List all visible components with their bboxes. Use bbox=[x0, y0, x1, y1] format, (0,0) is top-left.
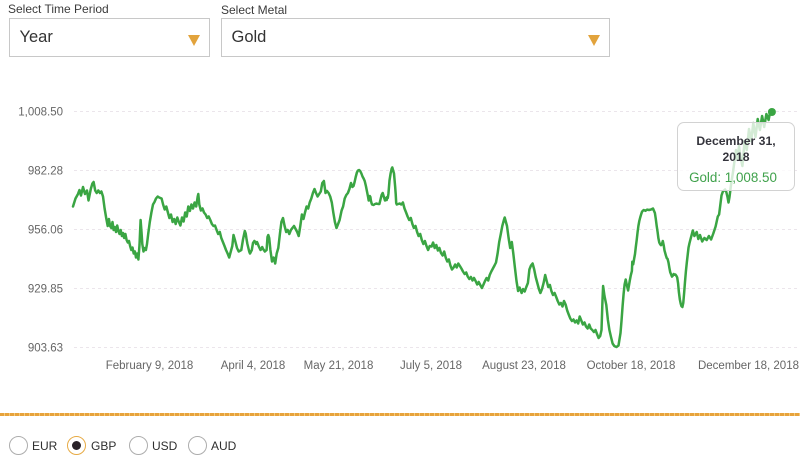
svg-text:December 18, 2018: December 18, 2018 bbox=[698, 360, 799, 372]
svg-text:982.28: 982.28 bbox=[28, 166, 63, 178]
svg-text:929.85: 929.85 bbox=[28, 284, 63, 296]
svg-text:August 23, 2018: August 23, 2018 bbox=[482, 360, 566, 372]
svg-text:903.63: 903.63 bbox=[28, 343, 63, 355]
svg-text:May 21, 2018: May 21, 2018 bbox=[304, 360, 374, 372]
svg-text:1,008.50: 1,008.50 bbox=[18, 107, 63, 119]
svg-text:February 9, 2018: February 9, 2018 bbox=[106, 360, 194, 372]
svg-text:October 18, 2018: October 18, 2018 bbox=[587, 360, 676, 372]
svg-text:July 5, 2018: July 5, 2018 bbox=[400, 360, 462, 372]
svg-text:956.06: 956.06 bbox=[28, 225, 63, 237]
svg-text:April 4, 2018: April 4, 2018 bbox=[221, 360, 286, 372]
